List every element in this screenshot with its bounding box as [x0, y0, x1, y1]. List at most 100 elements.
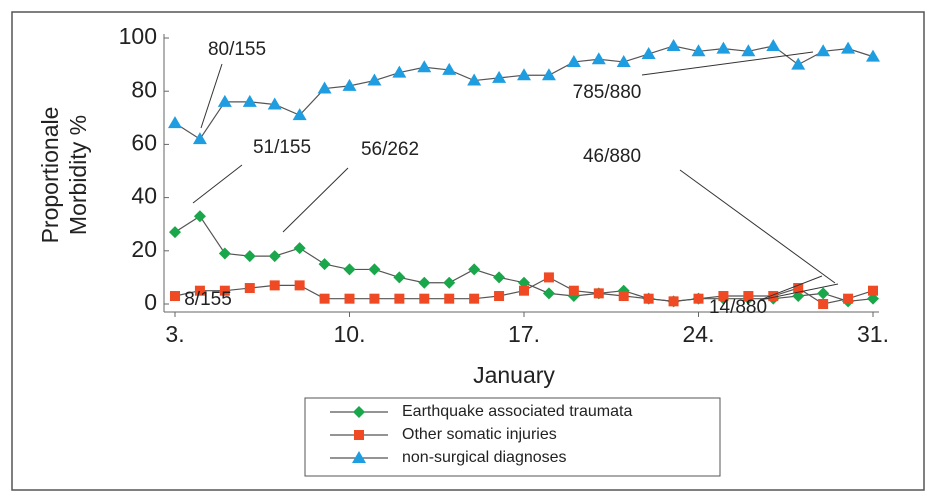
annotation-leader	[200, 63, 223, 129]
marker	[666, 38, 681, 51]
y-tick-label: 40	[131, 183, 157, 209]
marker	[193, 210, 206, 223]
y-tick-label: 20	[131, 236, 157, 262]
marker	[591, 52, 606, 65]
marker	[841, 41, 856, 54]
marker	[418, 276, 431, 289]
legend-label: Other somatic injuries	[402, 426, 557, 443]
annotation: 14/880	[709, 297, 767, 318]
frame	[11, 11, 925, 491]
marker	[493, 271, 506, 284]
marker	[217, 94, 232, 107]
marker	[691, 44, 706, 57]
marker	[268, 250, 281, 263]
marker	[417, 60, 432, 73]
y-tick-label: 100	[119, 23, 157, 49]
marker	[169, 226, 181, 239]
marker	[292, 108, 307, 121]
annotation: 8/155	[184, 289, 232, 310]
annotation: 785/880	[573, 82, 642, 103]
marker	[192, 132, 207, 145]
annotation: 80/155	[208, 39, 266, 60]
y-axis-title-line: Proportionale	[37, 107, 63, 244]
y-tick-label: 60	[131, 129, 157, 155]
marker	[244, 283, 255, 294]
y-axis-title: Proportionale Morbidity %	[37, 107, 91, 244]
marker	[354, 430, 364, 440]
marker	[494, 291, 505, 302]
x-tick-label: 31.	[857, 321, 889, 347]
marker	[344, 293, 355, 304]
marker	[618, 291, 629, 302]
annotation-leader	[192, 164, 243, 204]
marker	[643, 293, 654, 304]
marker	[541, 68, 556, 81]
marker	[492, 70, 507, 83]
annotation-leader	[641, 51, 814, 76]
marker	[442, 62, 457, 75]
marker	[352, 451, 366, 463]
marker	[668, 296, 679, 307]
marker	[267, 97, 282, 110]
marker	[641, 46, 656, 59]
marker	[394, 293, 405, 304]
marker	[242, 94, 257, 107]
marker	[543, 272, 554, 283]
marker	[741, 44, 756, 57]
annotation: 51/155	[253, 137, 311, 158]
marker	[419, 293, 430, 304]
marker	[566, 54, 581, 67]
marker	[444, 293, 455, 304]
x-tick-label: 17.	[508, 321, 540, 347]
annotation-leader	[759, 283, 839, 301]
marker	[369, 293, 380, 304]
x-tick-label: 3.	[165, 321, 184, 347]
marker	[468, 263, 481, 276]
marker	[294, 280, 305, 291]
marker	[768, 291, 779, 302]
marker	[168, 116, 182, 129]
marker	[716, 41, 731, 54]
annotation-leader	[679, 169, 836, 284]
legend-label: non-surgical diagnoses	[402, 449, 567, 466]
x-axis-title: January	[473, 362, 555, 388]
marker	[568, 285, 579, 296]
marker	[170, 291, 180, 302]
annotation: 56/262	[361, 139, 419, 160]
marker	[342, 78, 357, 91]
marker	[219, 285, 230, 296]
marker	[743, 291, 754, 302]
marker	[467, 73, 482, 86]
marker	[469, 293, 480, 304]
marker	[353, 406, 365, 418]
marker	[816, 44, 831, 57]
marker	[542, 287, 555, 300]
marker	[317, 81, 332, 94]
marker	[269, 280, 280, 291]
x-tick-label: 24.	[683, 321, 715, 347]
marker	[392, 65, 407, 78]
marker	[218, 247, 231, 260]
marker	[517, 68, 531, 81]
marker	[616, 54, 631, 67]
legend-box	[304, 397, 721, 477]
marker	[693, 293, 704, 304]
marker	[593, 288, 604, 299]
marker	[319, 293, 330, 304]
marker	[293, 242, 306, 255]
marker	[443, 276, 456, 289]
marker	[393, 271, 406, 284]
y-tick-label: 0	[144, 289, 157, 315]
y-axis-title-line: Morbidity %	[65, 115, 91, 235]
marker	[519, 285, 529, 296]
y-tick-label: 80	[131, 76, 157, 102]
marker	[817, 287, 830, 300]
marker	[343, 263, 356, 276]
annotation-leader	[282, 167, 349, 233]
marker	[718, 291, 729, 302]
marker	[367, 73, 382, 86]
marker	[766, 38, 781, 51]
annotation: 46/880	[583, 146, 641, 167]
marker	[866, 49, 880, 62]
marker	[791, 57, 806, 70]
